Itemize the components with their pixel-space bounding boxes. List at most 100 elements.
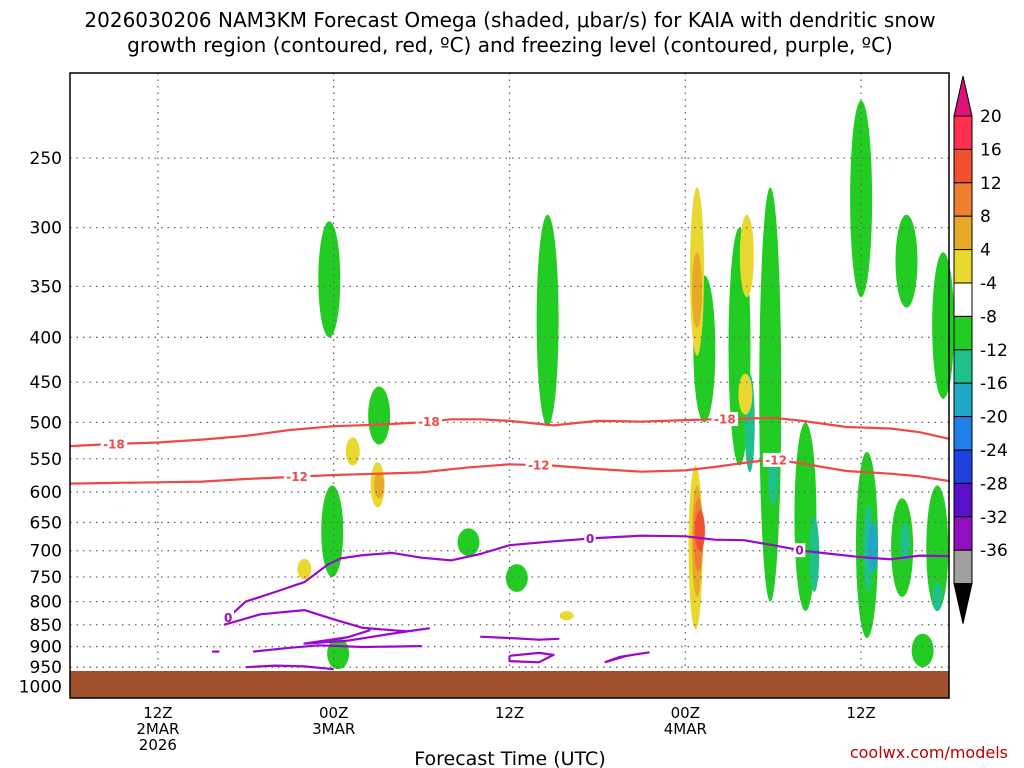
colorbar-label-7: -12 (980, 341, 1008, 361)
contour--12-1 (69, 458, 950, 485)
contour-seg-5 (245, 664, 334, 671)
omega-region-30 (374, 472, 385, 499)
grid-lines (70, 73, 949, 698)
colorbar-label-2: 12 (980, 174, 1002, 194)
y-tick-350: 350 (30, 277, 62, 297)
y-tick-600: 600 (30, 483, 62, 503)
colorbar-label-13: -36 (980, 541, 1008, 561)
plot-frame (69, 72, 950, 699)
colorbar-label-9: -20 (980, 408, 1008, 428)
contour-label-bg-1-2 (762, 452, 790, 467)
y-tick-1000: 1000 (19, 678, 62, 698)
x-tick-1-0: 00Z (319, 704, 348, 722)
colorbar-label-1: 16 (980, 140, 1002, 160)
x-tick-4-0: 12Z (846, 704, 875, 722)
colorbar-swatch-4 (953, 249, 973, 284)
contour-label-2-0: 0 (224, 611, 232, 625)
colorbar-swatch-5 (953, 282, 973, 317)
chart-title-line-2: growth region (contoured, red, ºC) and f… (127, 33, 893, 57)
contour-label-1-0: -12 (286, 470, 308, 484)
colorbar-swatch-7 (953, 349, 973, 384)
colorbar-label-4: 4 (980, 241, 991, 261)
contour-label-2-2: 0 (795, 544, 803, 558)
omega-region-31 (345, 437, 360, 466)
contour-label-2-1: 0 (586, 532, 594, 546)
omega-region-27 (739, 214, 754, 298)
colorbar-label-8: -16 (980, 374, 1008, 394)
colorbar-arrow-bottom (953, 583, 973, 624)
colorbar-label-10: -24 (980, 441, 1008, 461)
omega-region-24 (932, 582, 943, 612)
colorbar-arrow-top (953, 75, 973, 117)
contour-label-1-2: -12 (765, 453, 787, 467)
omega-region-26 (692, 252, 703, 328)
omega-region-15 (926, 485, 949, 612)
credit-text: coolwx.com/models (850, 743, 1008, 762)
colorbar-swatch-12 (953, 516, 973, 551)
x-tick-3-1: 4MAR (664, 720, 707, 738)
omega-region-20 (809, 516, 820, 592)
y-tick-500: 500 (30, 413, 62, 433)
colorbar-label-11: -28 (980, 474, 1008, 494)
colorbar-swatch-13 (953, 549, 973, 585)
colorbar-swatch-10 (953, 449, 973, 484)
y-tick-300: 300 (30, 219, 62, 239)
omega-region-2 (368, 386, 391, 445)
colorbar-label-6: -8 (980, 307, 997, 327)
omega-region-4 (457, 528, 480, 557)
contour-lines: -18 -18 -18 -12 -12 -12 0 0 0 (69, 412, 950, 683)
contour-label-bg-0-1 (415, 414, 443, 429)
chart-title-line-1: 2026030206 NAM3KM Forecast Omega (shaded… (84, 8, 935, 32)
colorbar-label-5: -4 (980, 274, 997, 294)
colorbar-label-3: 8 (980, 207, 991, 227)
y-tick-950: 950 (30, 658, 62, 678)
contour-label-bg-0-0 (100, 436, 128, 451)
omega-region-37 (694, 510, 705, 551)
contour-label-1-1: -12 (528, 459, 550, 473)
colorbar-swatch-11 (953, 482, 973, 518)
contour--18-0 (69, 416, 950, 448)
contour-seg-4 (252, 644, 422, 653)
x-tick-3-0: 00Z (671, 704, 700, 722)
colorbar-swatch-2 (953, 182, 973, 217)
colorbar-label-0: 20 (980, 107, 1002, 127)
y-tick-850: 850 (30, 616, 62, 636)
colorbar-swatch-6 (953, 315, 973, 351)
omega-region-17 (911, 633, 934, 668)
omega-region-9 (759, 187, 782, 602)
x-tick-0-0: 12Z (143, 704, 172, 722)
contour-label-0-2: -18 (714, 413, 736, 427)
omega-region-28 (738, 373, 753, 415)
omega-region-3 (321, 485, 344, 578)
colorbar-swatch-8 (953, 382, 973, 418)
y-axis-ticks: 2503003504004505005506006507007508008509… (19, 149, 62, 698)
colorbar-label-12: -32 (980, 508, 1008, 528)
colorbar-swatch-3 (953, 215, 973, 251)
x-tick-1-1: 3MAR (312, 720, 355, 738)
omega-region-5 (505, 564, 528, 592)
contour-seg-3 (223, 609, 430, 645)
omega-region-16 (932, 252, 955, 399)
y-tick-400: 400 (30, 328, 62, 348)
contour-seg-9 (604, 651, 650, 664)
omega-region-23 (900, 522, 911, 562)
plot-area: -18 -18 -18 -12 -12 -12 0 0 0 (69, 72, 955, 699)
y-tick-550: 550 (30, 450, 62, 470)
contour-label-0-0: -18 (103, 437, 125, 451)
colorbar-swatch-0 (953, 115, 973, 150)
y-tick-250: 250 (30, 149, 62, 169)
y-tick-800: 800 (30, 593, 62, 613)
y-tick-450: 450 (30, 373, 62, 393)
contour-label-0-1: -18 (418, 415, 440, 429)
x-tick-0-1: 2MAR (136, 720, 179, 738)
y-tick-750: 750 (30, 568, 62, 588)
ground-surface (70, 671, 949, 698)
y-tick-700: 700 (30, 542, 62, 562)
contour-label-bg-2-0 (222, 610, 234, 625)
contour-seg-7 (480, 635, 560, 641)
omega-region-32 (297, 558, 312, 580)
colorbar: 20 16 12 8 4 -4 -8 -12 -16 -20 -24 -28 -32 -36 (953, 75, 1008, 624)
contour-0-2 (223, 534, 950, 623)
